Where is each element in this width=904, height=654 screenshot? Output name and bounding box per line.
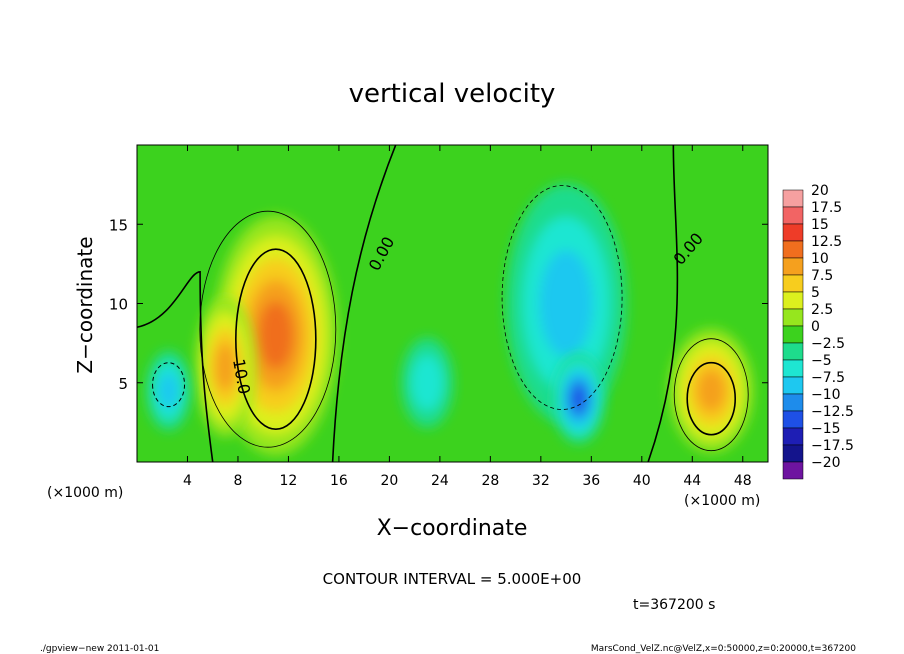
colorbar-label-15: −17.5: [811, 438, 854, 454]
x-tick-label-10: 44: [683, 473, 701, 489]
colorbar-label-12: −10: [811, 387, 841, 403]
colorbar-swatch-10: [782, 359, 804, 378]
colorbar-swatch-15: [782, 444, 804, 463]
colorbar-swatch-3: [782, 240, 804, 259]
x-tick-label-5: 24: [431, 473, 449, 489]
contour-zero-west: [137, 270, 214, 462]
downdraft-5: [552, 353, 605, 444]
contour-zero-mid: [331, 145, 397, 462]
contour-zero-east: [647, 145, 679, 462]
x-axis-label: X−coordinate: [377, 516, 528, 541]
field-level-2-3: [696, 369, 726, 413]
colorbar-label-3: 12.5: [811, 234, 842, 250]
colorbar-label-2: 15: [811, 217, 829, 233]
colorbar-label-0: 20: [811, 183, 829, 199]
colorbar-label-13: −12.5: [811, 404, 854, 420]
colorbar-label-8: 0: [811, 319, 820, 335]
footer-left: ./gpview−new 2011-01-01: [40, 644, 159, 654]
colorbar-label-1: 17.5: [811, 200, 842, 216]
contour-downdraft-west: [152, 362, 186, 408]
colorbar-swatch-13: [782, 410, 804, 429]
updraft-1: [195, 296, 256, 437]
field-level-1-3: [214, 342, 236, 392]
colorbar-swatch-7: [782, 308, 804, 327]
colorbar-label-14: −15: [811, 421, 841, 437]
colorbar-swatch-1: [782, 206, 804, 225]
x-tick-label-9: 40: [633, 473, 651, 489]
colorbar-label-11: −7.5: [811, 370, 845, 386]
x-tick-label-11: 48: [734, 473, 752, 489]
y-axis-label: Z−coordinate: [73, 236, 97, 373]
colorbar-swatch-16: [782, 461, 804, 480]
x-tick-label-7: 32: [532, 473, 550, 489]
y-tick-label-0: 5: [118, 375, 128, 393]
x-unit-left: (×1000 m): [47, 485, 123, 501]
downdraft-4: [506, 183, 627, 424]
colorbar-label-9: −2.5: [811, 336, 845, 352]
colorbar-swatch-11: [782, 376, 804, 395]
colorbar-swatch-14: [782, 427, 804, 446]
field-level-0-4: [258, 300, 294, 370]
downdraft-6: [401, 337, 454, 428]
colorbar-swatch-9: [782, 342, 804, 361]
colorbar-label-4: 10: [811, 251, 829, 267]
contour-lines: [137, 145, 749, 462]
chart-title: vertical velocity: [349, 79, 556, 109]
contour-downdraft-center: [501, 185, 623, 410]
colorbar-label-5: 7.5: [811, 268, 833, 284]
colorbar-label-16: −20: [811, 455, 841, 471]
field-level-3-2: [158, 372, 179, 409]
x-tick-label-3: 16: [330, 473, 348, 489]
field-level-4-2: [539, 250, 593, 357]
colorbar-label-6: 5: [811, 285, 820, 301]
colorbar-swatch-0: [782, 189, 804, 208]
updraft-2: [669, 328, 754, 453]
colorbar-swatch-5: [782, 274, 804, 293]
x-tick-label-1: 8: [233, 473, 242, 489]
colorbar-swatch-2: [782, 223, 804, 242]
y-tick-label-2: 15: [109, 216, 128, 234]
contour-updraft-east-10: [686, 361, 737, 436]
x-tick-label-6: 28: [481, 473, 499, 489]
footer-right: MarsCond_VelZ.nc@VelZ,x=0:50000,z=0:2000…: [591, 644, 856, 654]
contour-updraft-10: [235, 248, 317, 430]
field-level-6-1: [411, 355, 444, 411]
time-label: t=367200 s: [633, 597, 715, 613]
downdraft-3: [146, 350, 191, 431]
contour-updraft-5: [199, 210, 337, 448]
x-tick-label-4: 20: [380, 473, 398, 489]
y-axis-ticks: 5 10 15: [109, 216, 768, 393]
x-axis-ticks: 4 8 12 16 20 24 28 32 36 40 44 48: [183, 145, 752, 489]
x-tick-label-8: 36: [582, 473, 600, 489]
x-unit-right: (×1000 m): [684, 493, 760, 509]
colorbar-swatch-6: [782, 291, 804, 310]
colorbar-swatch-4: [782, 257, 804, 276]
y-tick-label-1: 10: [109, 296, 128, 314]
x-tick-label-0: 4: [183, 473, 192, 489]
contour-interval: CONTOUR INTERVAL = 5.000E+00: [323, 570, 582, 588]
colorbar-swatch-12: [782, 393, 804, 412]
colorbar-swatch-8: [782, 325, 804, 344]
field-level-5-4: [571, 385, 587, 412]
contour-updraft-east-5: [673, 338, 749, 451]
x-tick-label-2: 12: [280, 473, 298, 489]
colorbar-label-7: 2.5: [811, 302, 833, 318]
colorbar: 2017.51512.5107.552.50−2.5−5−7.5−10−12.5…: [782, 183, 854, 480]
colorbar-label-10: −5: [811, 353, 832, 369]
